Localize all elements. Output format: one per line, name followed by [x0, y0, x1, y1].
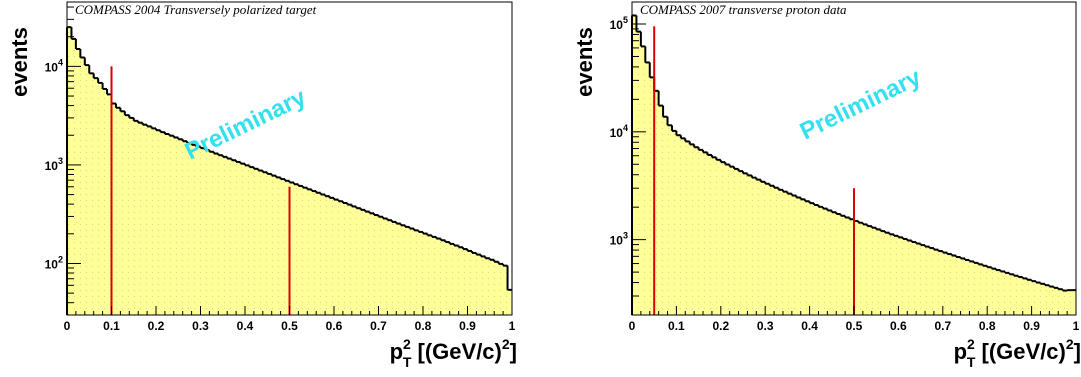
- x-tick-label: 0.7: [370, 319, 387, 333]
- cut-lines: [110, 66, 291, 315]
- x-tick-label: 0.2: [148, 319, 165, 333]
- histogram-panel-2004: 0 0.1 0.2 0.3 0.4 0.5 0.6 0.7 0.8 0.9 1 102 103 104 C…: [7, 1, 517, 370]
- y-axis-label: events: [572, 27, 597, 97]
- x-tick-label: 0.9: [1023, 319, 1040, 333]
- x-axis-label-text: p2 T [(GeV/c)2]: [390, 336, 517, 370]
- histogram-fill: [632, 15, 1076, 315]
- x-tick-label: 0.5: [846, 319, 863, 333]
- x-tick-label: 0.7: [934, 319, 951, 333]
- x-axis-label: p2 T [(GeV/c)2]: [954, 336, 1081, 370]
- x-tick-label: 0.4: [801, 319, 818, 333]
- chart-title: COMPASS 2004 Transversely polarized targ…: [75, 2, 317, 17]
- x-tick-label: 1: [1073, 319, 1080, 333]
- y-tick-label: 103: [45, 156, 63, 173]
- histogram-bars: [66, 26, 512, 316]
- y-tick-label: 102: [45, 254, 63, 271]
- x-axis-label-text: p2 T [(GeV/c)2]: [954, 336, 1081, 370]
- cut-lines: [653, 26, 855, 315]
- x-tick-label: 1: [509, 319, 516, 333]
- axis-ticks: 0 0.1 0.2 0.3 0.4 0.5 0.6 0.7 0.8 0.9 1 103 104 105: [610, 1, 1080, 333]
- x-tick-label: 0.3: [757, 319, 774, 333]
- x-tick-label: 0: [64, 319, 71, 333]
- y-tick-label: 105: [610, 15, 628, 32]
- y-axis-label: events: [7, 27, 32, 97]
- x-tick-label: 0.2: [712, 319, 729, 333]
- x-tick-label: 0.1: [103, 319, 120, 333]
- x-tick-label: 0.3: [192, 319, 209, 333]
- histogram-bars: [631, 14, 1076, 315]
- y-tick-label: 103: [610, 231, 628, 248]
- axis-ticks: 0 0.1 0.2 0.3 0.4 0.5 0.6 0.7 0.8 0.9 1 102 103 104: [45, 1, 516, 333]
- y-tick-label: 104: [610, 123, 628, 140]
- x-tick-label: 0.6: [890, 319, 907, 333]
- x-tick-label: 0.8: [979, 319, 996, 333]
- x-tick-label: 0.9: [459, 319, 476, 333]
- x-tick-label: 0.8: [415, 319, 432, 333]
- x-axis-label: p2 T [(GeV/c)2]: [390, 336, 517, 370]
- x-tick-label: 0: [629, 319, 636, 333]
- chart-title: COMPASS 2007 transverse proton data: [640, 2, 847, 17]
- histogram-panel-2007: 0 0.1 0.2 0.3 0.4 0.5 0.6 0.7 0.8 0.9 1 103 104 105 C…: [572, 1, 1081, 370]
- y-tick-label: 104: [45, 57, 63, 74]
- histogram-fill: [67, 27, 512, 316]
- x-tick-label: 0.5: [281, 319, 298, 333]
- x-tick-label: 0.6: [326, 319, 343, 333]
- x-tick-label: 0.1: [668, 319, 685, 333]
- x-tick-label: 0.4: [237, 319, 254, 333]
